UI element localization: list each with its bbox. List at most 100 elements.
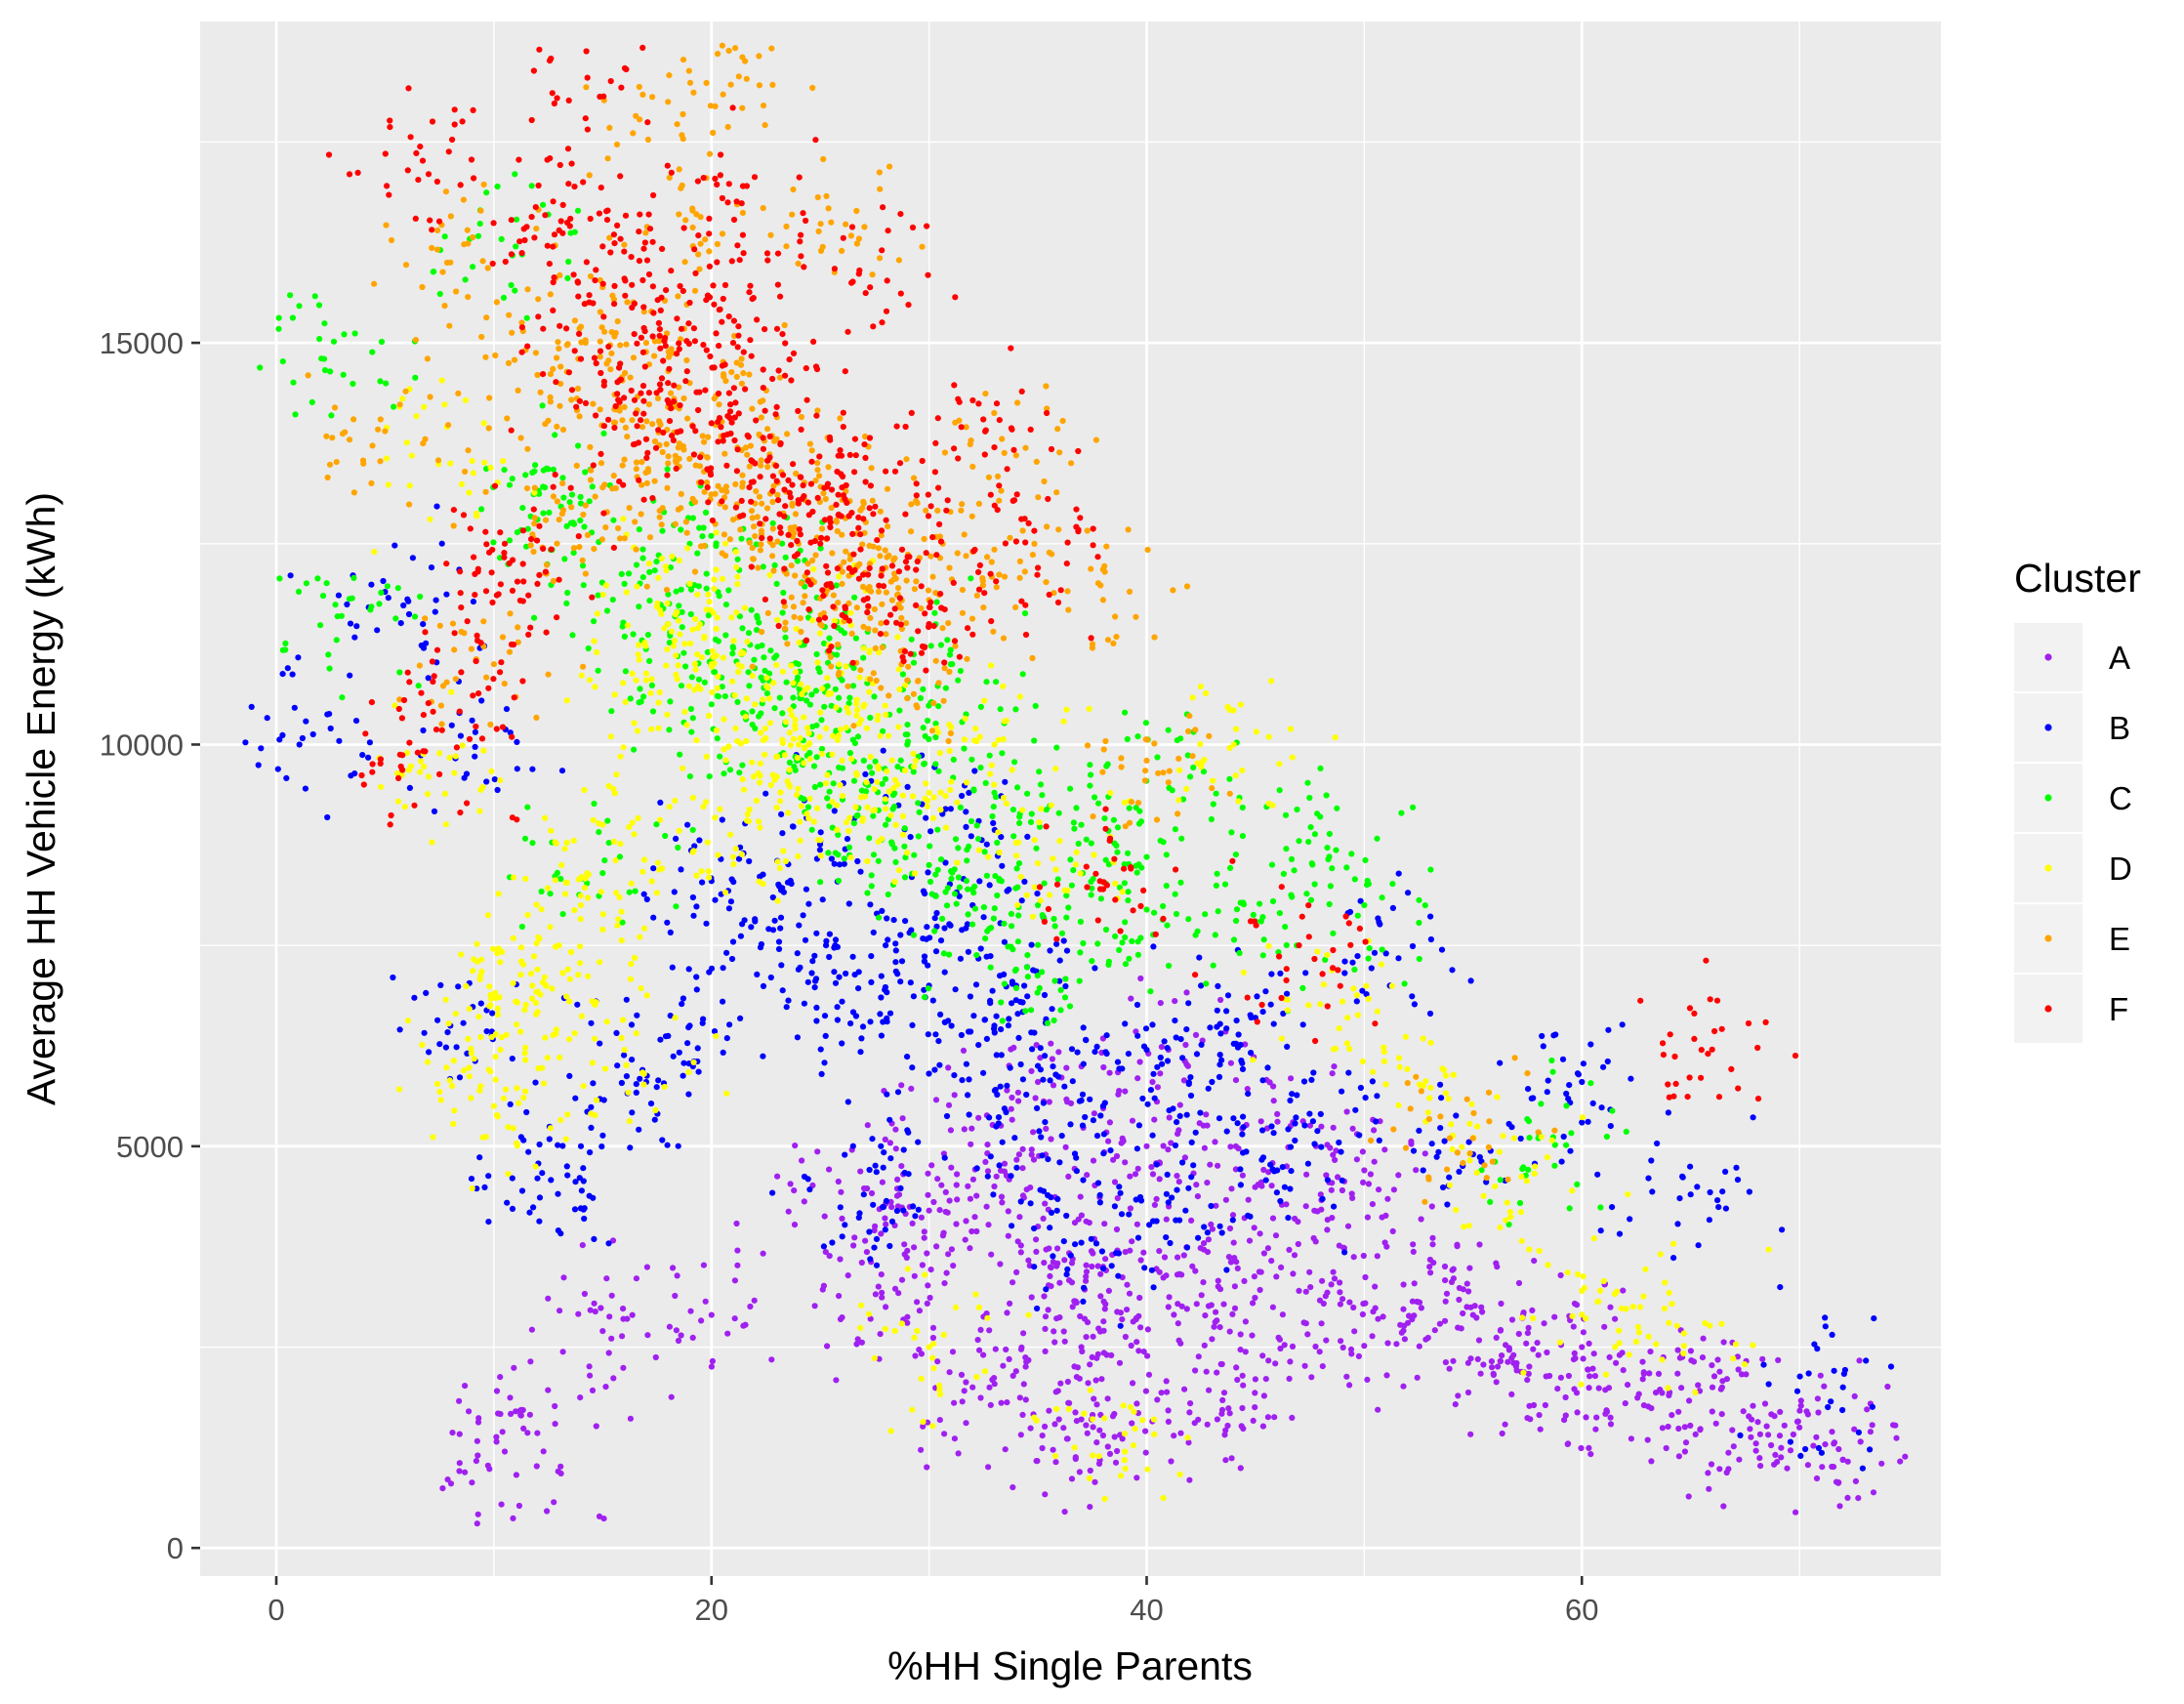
data-point-B xyxy=(1288,1168,1294,1174)
data-point-B xyxy=(1225,992,1231,998)
data-point-B xyxy=(1405,890,1411,895)
data-point-D xyxy=(807,756,813,762)
data-point-B xyxy=(1437,1125,1443,1131)
data-point-E xyxy=(676,507,681,513)
data-point-D xyxy=(451,1107,457,1113)
data-point-A xyxy=(985,1222,991,1227)
data-point-D xyxy=(1379,962,1384,968)
data-point-C xyxy=(944,902,950,908)
data-point-D xyxy=(591,817,597,823)
data-point-A xyxy=(1231,1240,1237,1246)
data-point-D xyxy=(543,982,549,988)
data-point-B xyxy=(936,1062,942,1068)
data-point-B xyxy=(1173,1143,1178,1148)
data-point-B xyxy=(777,926,783,932)
data-point-D xyxy=(448,689,454,695)
data-point-A xyxy=(888,1204,894,1210)
data-point-A xyxy=(1240,1383,1246,1389)
data-point-C xyxy=(502,467,508,473)
data-point-A xyxy=(904,1248,910,1254)
data-point-A xyxy=(1174,1255,1180,1261)
data-point-E xyxy=(945,620,951,626)
data-point-D xyxy=(472,1056,477,1061)
data-point-A xyxy=(1581,1329,1586,1335)
data-point-B xyxy=(1794,1389,1800,1394)
data-point-B xyxy=(1080,1092,1086,1098)
data-point-B xyxy=(908,834,914,840)
data-point-A xyxy=(517,1412,523,1418)
data-point-D xyxy=(722,758,728,764)
data-point-A xyxy=(1621,1367,1627,1373)
data-point-A xyxy=(1656,1371,1662,1377)
data-point-E xyxy=(769,553,775,559)
data-point-A xyxy=(1033,1095,1039,1101)
data-point-E xyxy=(532,485,538,491)
data-point-B xyxy=(1104,1051,1110,1057)
data-point-B xyxy=(899,958,905,964)
data-point-C xyxy=(1071,819,1077,825)
data-point-E xyxy=(814,460,820,466)
data-point-A xyxy=(474,1458,479,1464)
data-point-E xyxy=(646,401,652,407)
data-point-B xyxy=(303,786,309,792)
data-point-C xyxy=(965,887,970,893)
data-point-A xyxy=(927,1295,933,1301)
data-point-C xyxy=(1324,845,1330,851)
data-point-D xyxy=(426,773,432,779)
data-point-C xyxy=(1361,902,1367,908)
data-point-A xyxy=(1666,1424,1671,1430)
data-point-D xyxy=(475,1014,481,1019)
data-point-B xyxy=(684,1040,690,1046)
data-point-D xyxy=(1382,1081,1388,1087)
data-point-D xyxy=(818,852,824,858)
data-point-D xyxy=(463,397,469,403)
data-point-A xyxy=(1227,1410,1233,1416)
data-point-C xyxy=(1063,893,1069,898)
data-point-A xyxy=(1179,1304,1185,1309)
data-point-A xyxy=(1238,1347,1244,1352)
data-point-C xyxy=(867,715,873,721)
data-point-A xyxy=(937,1207,943,1213)
data-point-A xyxy=(963,1379,968,1385)
data-point-A xyxy=(1601,1324,1607,1330)
data-point-C xyxy=(944,637,950,643)
data-point-A xyxy=(1114,1153,1120,1159)
data-point-A xyxy=(1571,1356,1577,1362)
data-point-A xyxy=(1124,1282,1130,1288)
data-point-A xyxy=(1429,1241,1435,1247)
data-point-A xyxy=(1205,1249,1211,1255)
data-point-C xyxy=(412,375,418,381)
data-point-E xyxy=(634,466,639,472)
data-point-E xyxy=(607,366,613,372)
data-point-C xyxy=(836,765,842,770)
data-point-A xyxy=(1252,1295,1257,1301)
data-point-A xyxy=(857,1169,863,1175)
data-point-A xyxy=(1302,1363,1308,1369)
data-point-C xyxy=(563,601,569,606)
data-point-D xyxy=(488,769,494,774)
data-point-D xyxy=(707,599,713,604)
data-point-C xyxy=(1306,795,1312,801)
data-point-C xyxy=(1257,901,1262,907)
data-point-A xyxy=(1368,1171,1374,1177)
data-point-D xyxy=(997,850,1003,855)
data-point-C xyxy=(1089,892,1094,897)
data-point-A xyxy=(610,1375,616,1381)
data-point-D xyxy=(673,672,679,678)
data-point-C xyxy=(548,891,554,896)
data-point-E xyxy=(828,663,834,669)
data-point-B xyxy=(1300,1021,1306,1027)
data-point-A xyxy=(879,1271,885,1277)
data-point-C xyxy=(839,678,845,684)
data-point-A xyxy=(993,1347,999,1352)
data-point-B xyxy=(1080,1123,1086,1129)
data-point-D xyxy=(539,1065,545,1071)
data-point-C xyxy=(715,735,721,741)
data-point-E xyxy=(769,499,775,505)
data-point-D xyxy=(1526,1246,1532,1252)
data-point-B xyxy=(1839,1407,1845,1413)
data-point-A xyxy=(922,1235,927,1241)
data-point-B xyxy=(368,582,374,588)
data-point-A xyxy=(1757,1432,1763,1437)
data-point-A xyxy=(985,1168,991,1174)
